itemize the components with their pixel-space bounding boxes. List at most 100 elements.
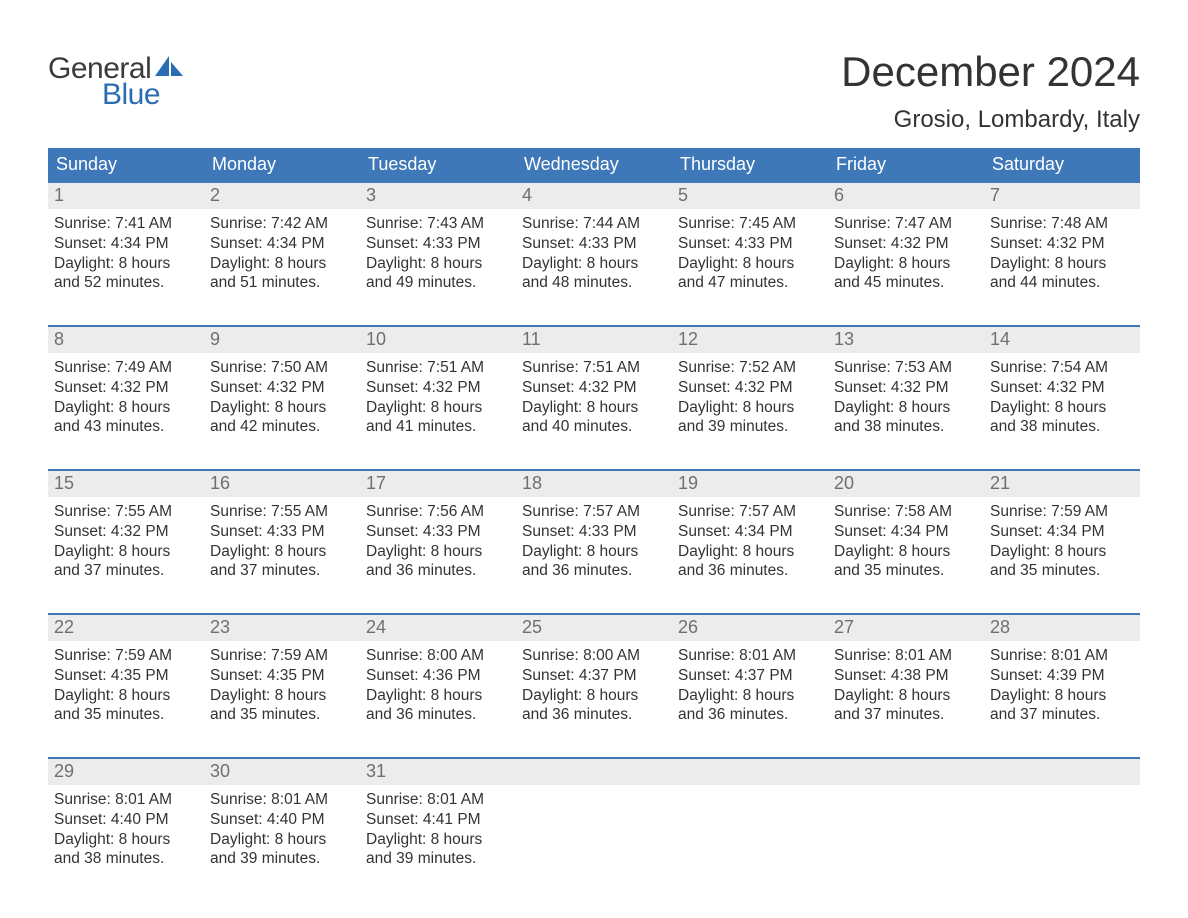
- day-details: Sunrise: 7:54 AMSunset: 4:32 PMDaylight:…: [984, 353, 1140, 441]
- logo: General Blue: [48, 52, 185, 112]
- calendar-day: [984, 759, 1140, 879]
- day-number: 7: [984, 183, 1140, 209]
- sunset-text: Sunset: 4:38 PM: [834, 666, 978, 686]
- sunset-text: Sunset: 4:32 PM: [522, 378, 666, 398]
- daylight-line-1: Daylight: 8 hours: [834, 254, 978, 274]
- calendar-day: 21Sunrise: 7:59 AMSunset: 4:34 PMDayligh…: [984, 471, 1140, 591]
- daylight-line-1: Daylight: 8 hours: [54, 686, 198, 706]
- daylight-line-1: Daylight: 8 hours: [210, 398, 354, 418]
- day-details: Sunrise: 8:01 AMSunset: 4:41 PMDaylight:…: [360, 785, 516, 873]
- daylight-line-2: and 45 minutes.: [834, 273, 978, 293]
- sunrise-text: Sunrise: 8:01 AM: [834, 646, 978, 666]
- daylight-line-1: Daylight: 8 hours: [54, 398, 198, 418]
- sunrise-text: Sunrise: 7:59 AM: [54, 646, 198, 666]
- daylight-line-2: and 37 minutes.: [210, 561, 354, 581]
- day-number: 1: [48, 183, 204, 209]
- daylight-line-1: Daylight: 8 hours: [678, 686, 822, 706]
- daylight-line-1: Daylight: 8 hours: [678, 254, 822, 274]
- sunset-text: Sunset: 4:35 PM: [210, 666, 354, 686]
- page-title: December 2024: [841, 48, 1140, 96]
- sunset-text: Sunset: 4:32 PM: [210, 378, 354, 398]
- daylight-line-1: Daylight: 8 hours: [522, 686, 666, 706]
- calendar-day: 18Sunrise: 7:57 AMSunset: 4:33 PMDayligh…: [516, 471, 672, 591]
- sunrise-text: Sunrise: 8:00 AM: [366, 646, 510, 666]
- calendar-day: 20Sunrise: 7:58 AMSunset: 4:34 PMDayligh…: [828, 471, 984, 591]
- calendar-day: 3Sunrise: 7:43 AMSunset: 4:33 PMDaylight…: [360, 183, 516, 303]
- sunrise-text: Sunrise: 7:50 AM: [210, 358, 354, 378]
- calendar-day: 25Sunrise: 8:00 AMSunset: 4:37 PMDayligh…: [516, 615, 672, 735]
- dow-monday: Monday: [204, 148, 360, 181]
- sunset-text: Sunset: 4:35 PM: [54, 666, 198, 686]
- calendar-week: 29Sunrise: 8:01 AMSunset: 4:40 PMDayligh…: [48, 757, 1140, 879]
- day-number: 14: [984, 327, 1140, 353]
- sunrise-text: Sunrise: 7:51 AM: [522, 358, 666, 378]
- daylight-line-2: and 36 minutes.: [366, 561, 510, 581]
- sunrise-text: Sunrise: 7:47 AM: [834, 214, 978, 234]
- daylight-line-1: Daylight: 8 hours: [54, 542, 198, 562]
- daylight-line-2: and 36 minutes.: [678, 705, 822, 725]
- calendar-day: 24Sunrise: 8:00 AMSunset: 4:36 PMDayligh…: [360, 615, 516, 735]
- calendar-day: 8Sunrise: 7:49 AMSunset: 4:32 PMDaylight…: [48, 327, 204, 447]
- day-details: Sunrise: 7:42 AMSunset: 4:34 PMDaylight:…: [204, 209, 360, 297]
- calendar-week: 15Sunrise: 7:55 AMSunset: 4:32 PMDayligh…: [48, 469, 1140, 591]
- calendar-day: [516, 759, 672, 879]
- day-details: Sunrise: 8:01 AMSunset: 4:38 PMDaylight:…: [828, 641, 984, 729]
- day-number: 20: [828, 471, 984, 497]
- calendar-day: [672, 759, 828, 879]
- day-number: 4: [516, 183, 672, 209]
- sunset-text: Sunset: 4:32 PM: [990, 234, 1134, 254]
- daylight-line-2: and 41 minutes.: [366, 417, 510, 437]
- daylight-line-1: Daylight: 8 hours: [210, 254, 354, 274]
- calendar-day: 1Sunrise: 7:41 AMSunset: 4:34 PMDaylight…: [48, 183, 204, 303]
- daylight-line-2: and 38 minutes.: [990, 417, 1134, 437]
- daylight-line-2: and 36 minutes.: [678, 561, 822, 581]
- sunset-text: Sunset: 4:37 PM: [678, 666, 822, 686]
- daylight-line-1: Daylight: 8 hours: [366, 398, 510, 418]
- sunrise-text: Sunrise: 7:43 AM: [366, 214, 510, 234]
- daylight-line-2: and 35 minutes.: [54, 705, 198, 725]
- day-number: 25: [516, 615, 672, 641]
- sunset-text: Sunset: 4:32 PM: [678, 378, 822, 398]
- sunrise-text: Sunrise: 7:55 AM: [54, 502, 198, 522]
- calendar-week: 8Sunrise: 7:49 AMSunset: 4:32 PMDaylight…: [48, 325, 1140, 447]
- day-number: 17: [360, 471, 516, 497]
- day-number: 15: [48, 471, 204, 497]
- calendar-day: 9Sunrise: 7:50 AMSunset: 4:32 PMDaylight…: [204, 327, 360, 447]
- sunset-text: Sunset: 4:32 PM: [990, 378, 1134, 398]
- day-details: Sunrise: 7:48 AMSunset: 4:32 PMDaylight:…: [984, 209, 1140, 297]
- day-number: 11: [516, 327, 672, 353]
- title-block: December 2024 Grosio, Lombardy, Italy: [841, 30, 1140, 134]
- logo-word-2: Blue: [102, 78, 185, 112]
- daylight-line-2: and 36 minutes.: [522, 705, 666, 725]
- sunrise-text: Sunrise: 7:44 AM: [522, 214, 666, 234]
- daylight-line-2: and 36 minutes.: [366, 705, 510, 725]
- day-details: Sunrise: 8:01 AMSunset: 4:40 PMDaylight:…: [204, 785, 360, 873]
- sunset-text: Sunset: 4:32 PM: [834, 234, 978, 254]
- sunset-text: Sunset: 4:34 PM: [990, 522, 1134, 542]
- calendar-day: 6Sunrise: 7:47 AMSunset: 4:32 PMDaylight…: [828, 183, 984, 303]
- day-number: 21: [984, 471, 1140, 497]
- calendar-day: 29Sunrise: 8:01 AMSunset: 4:40 PMDayligh…: [48, 759, 204, 879]
- sunrise-text: Sunrise: 8:01 AM: [990, 646, 1134, 666]
- daylight-line-1: Daylight: 8 hours: [990, 254, 1134, 274]
- calendar-day: 27Sunrise: 8:01 AMSunset: 4:38 PMDayligh…: [828, 615, 984, 735]
- daylight-line-1: Daylight: 8 hours: [522, 254, 666, 274]
- sunset-text: Sunset: 4:34 PM: [834, 522, 978, 542]
- sunset-text: Sunset: 4:40 PM: [210, 810, 354, 830]
- sunset-text: Sunset: 4:33 PM: [678, 234, 822, 254]
- day-of-week-header: Sunday Monday Tuesday Wednesday Thursday…: [48, 148, 1140, 181]
- sunset-text: Sunset: 4:33 PM: [366, 522, 510, 542]
- sunset-text: Sunset: 4:33 PM: [366, 234, 510, 254]
- daylight-line-1: Daylight: 8 hours: [366, 254, 510, 274]
- daylight-line-2: and 39 minutes.: [678, 417, 822, 437]
- sunrise-text: Sunrise: 7:49 AM: [54, 358, 198, 378]
- sunset-text: Sunset: 4:32 PM: [366, 378, 510, 398]
- day-details: Sunrise: 7:44 AMSunset: 4:33 PMDaylight:…: [516, 209, 672, 297]
- daylight-line-1: Daylight: 8 hours: [210, 686, 354, 706]
- day-details: Sunrise: 7:52 AMSunset: 4:32 PMDaylight:…: [672, 353, 828, 441]
- day-number: 26: [672, 615, 828, 641]
- calendar-day: 30Sunrise: 8:01 AMSunset: 4:40 PMDayligh…: [204, 759, 360, 879]
- sunrise-text: Sunrise: 8:01 AM: [678, 646, 822, 666]
- day-details: Sunrise: 7:56 AMSunset: 4:33 PMDaylight:…: [360, 497, 516, 585]
- day-number: 2: [204, 183, 360, 209]
